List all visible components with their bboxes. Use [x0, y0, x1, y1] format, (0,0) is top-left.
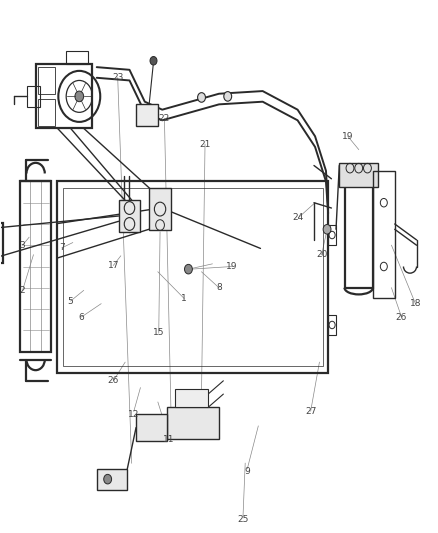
Bar — [175, 389, 208, 407]
Text: 9: 9 — [244, 467, 250, 475]
Bar — [339, 163, 378, 187]
Text: 6: 6 — [78, 312, 85, 321]
Circle shape — [198, 93, 205, 102]
Circle shape — [150, 56, 157, 65]
Bar — [63, 188, 323, 367]
Text: 18: 18 — [410, 299, 421, 308]
Bar — [328, 316, 336, 335]
Circle shape — [323, 224, 331, 234]
Bar — [35, 64, 92, 128]
Bar — [328, 225, 336, 245]
Text: 12: 12 — [128, 410, 140, 419]
Text: 22: 22 — [159, 114, 170, 123]
Text: 27: 27 — [305, 407, 316, 416]
Bar — [136, 104, 158, 126]
Bar — [20, 181, 51, 352]
Bar — [345, 181, 373, 288]
Text: 3: 3 — [20, 241, 25, 250]
Text: 15: 15 — [153, 328, 165, 337]
Text: 2: 2 — [20, 286, 25, 295]
Text: 26: 26 — [108, 376, 119, 385]
Text: 7: 7 — [59, 244, 65, 253]
Text: 11: 11 — [163, 435, 174, 444]
Text: 25: 25 — [237, 514, 249, 523]
Bar — [373, 171, 395, 298]
Circle shape — [224, 92, 232, 101]
Circle shape — [184, 264, 192, 274]
Bar — [97, 469, 127, 490]
Bar — [166, 407, 219, 439]
Bar — [27, 86, 40, 107]
Bar — [66, 51, 88, 64]
Text: 24: 24 — [293, 213, 304, 222]
Text: 8: 8 — [216, 283, 222, 292]
Text: 19: 19 — [342, 132, 353, 141]
Text: 19: 19 — [226, 262, 238, 271]
Text: 20: 20 — [316, 251, 327, 260]
Text: 1: 1 — [181, 294, 187, 303]
Bar — [136, 414, 166, 441]
Text: 23: 23 — [112, 73, 124, 82]
Text: 21: 21 — [199, 140, 211, 149]
Bar — [57, 181, 328, 373]
Circle shape — [104, 474, 112, 484]
Text: 5: 5 — [68, 296, 74, 305]
Bar — [119, 200, 141, 232]
Text: 26: 26 — [396, 312, 407, 321]
Bar — [149, 188, 171, 230]
Bar — [38, 67, 55, 94]
Bar — [0, 223, 3, 263]
Bar — [38, 99, 55, 126]
Text: 17: 17 — [108, 261, 119, 270]
Circle shape — [75, 91, 84, 102]
